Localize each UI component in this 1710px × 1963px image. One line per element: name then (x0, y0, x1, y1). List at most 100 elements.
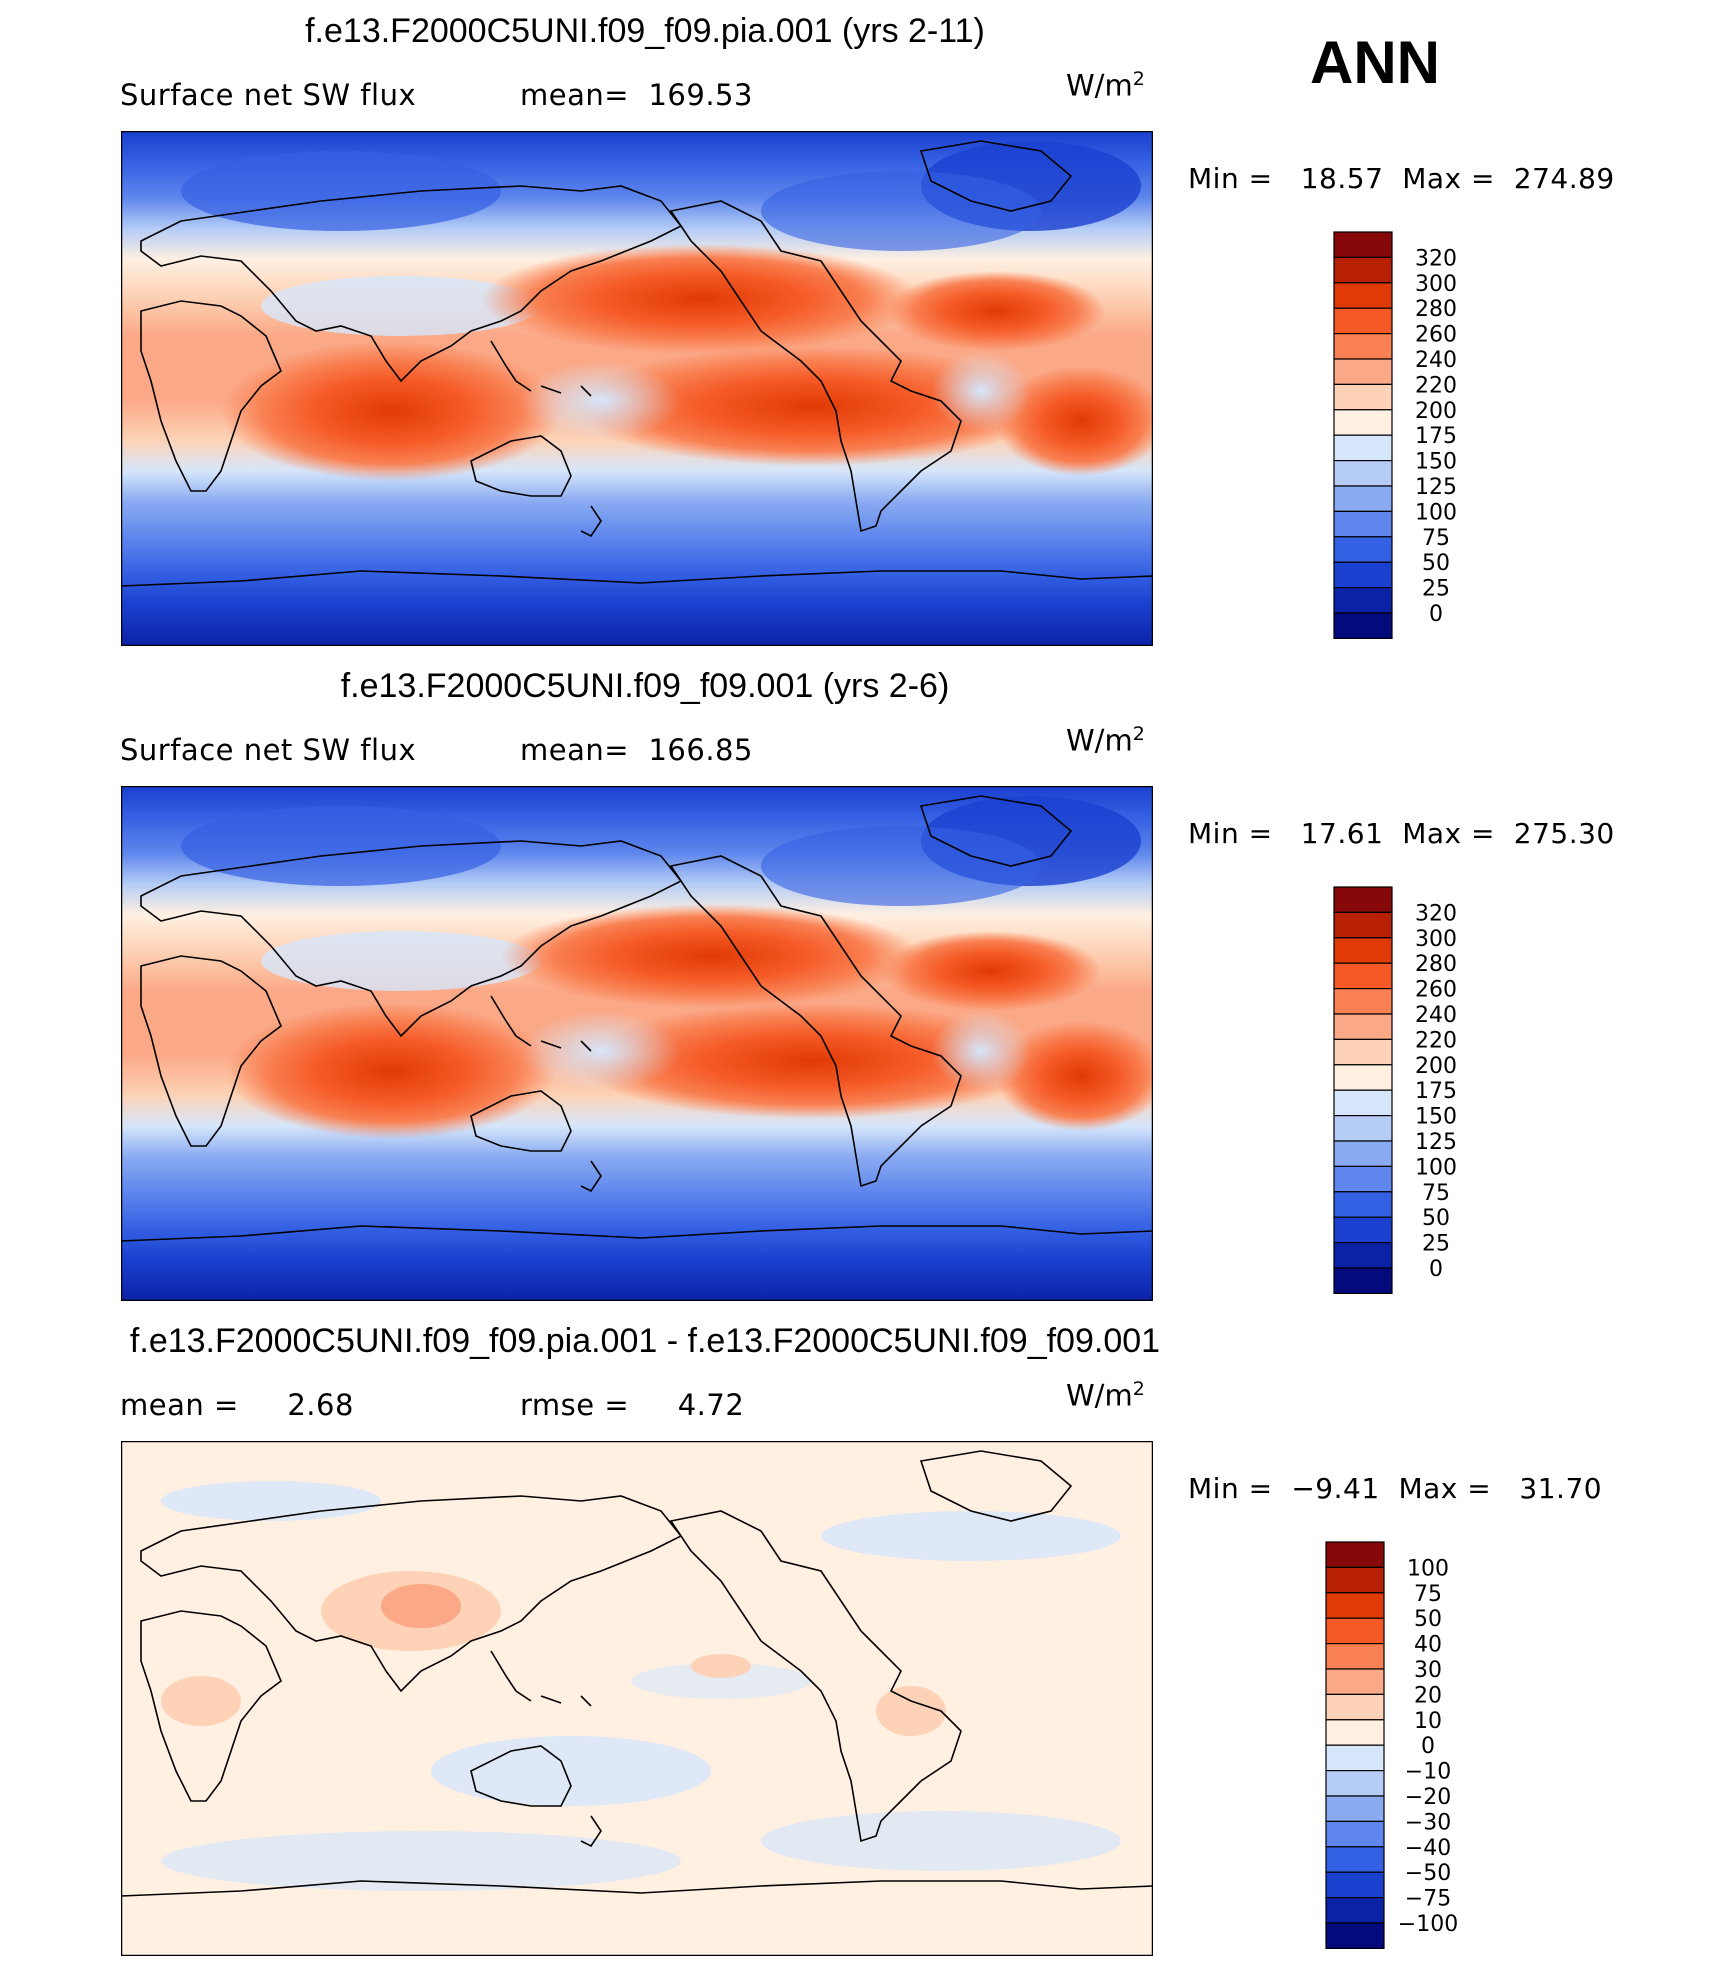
colorbar-cell (1333, 231, 1393, 258)
colorbar-tick-label: 220 (1415, 1028, 1457, 1053)
colorbar-tick-label: 200 (1415, 399, 1457, 424)
colorbar-cell (1333, 962, 1393, 990)
colorbar-tick-label: 240 (1415, 348, 1457, 373)
colorbar-tick-label: −100 (1398, 1912, 1458, 1937)
colorbar-tick-label: 260 (1415, 978, 1457, 1003)
colorbar-cell (1333, 460, 1393, 487)
colorbar-tick-label: 240 (1415, 1003, 1457, 1028)
colorbar-cell (1333, 1191, 1393, 1218)
panel-2-map (121, 786, 1153, 1301)
colorbar-cell (1325, 1922, 1385, 1949)
colorbar-tick-label: 220 (1415, 373, 1457, 398)
colorbar-cell (1325, 1770, 1385, 1797)
panel-1-variable: Surface net SW flux (120, 78, 417, 112)
colorbar-tick-label: −20 (1405, 1785, 1451, 1810)
colorbar-tick-label: 75 (1422, 1181, 1450, 1206)
colorbar-cell (1333, 612, 1393, 639)
colorbar-cell (1325, 1668, 1385, 1695)
colorbar-cell (1333, 1242, 1393, 1269)
colorbar-tick-label: 280 (1415, 952, 1457, 977)
colorbar-tick-label: 50 (1422, 1206, 1450, 1231)
panel-2-title: f.e13.F2000C5UNI.f09_f09.001 (yrs 2-6) (340, 667, 950, 705)
panel-3-max: Max = 31.70 (1398, 1472, 1603, 1505)
panel-3-title: f.e13.F2000C5UNI.f09_f09.pia.001 - f.e13… (129, 1322, 1161, 1360)
panel-3-min: Min = −9.41 (1188, 1472, 1380, 1505)
panel-3-units: W/m2 (1066, 1378, 1145, 1413)
colorbar-cell (1333, 1165, 1393, 1193)
colorbar-tick-label: 0 (1421, 1734, 1435, 1759)
colorbar-cell (1333, 1013, 1393, 1040)
colorbar-tick-label: 75 (1414, 1582, 1442, 1607)
colorbar-cell (1325, 1846, 1385, 1873)
colorbar-tick-label: 40 (1414, 1633, 1442, 1658)
colorbar-cell (1333, 1216, 1393, 1244)
colorbar-tick-label: 100 (1415, 500, 1457, 525)
colorbar-tick-label: 125 (1415, 475, 1457, 500)
colorbar-tick-label: 150 (1415, 1105, 1457, 1130)
panel-1-mean: mean= 169.53 (520, 78, 753, 112)
colorbar-tick-label: −30 (1405, 1810, 1451, 1835)
colorbar-tick-label: 320 (1415, 246, 1457, 271)
colorbar-tick-label: −10 (1405, 1760, 1451, 1785)
colorbar-tick-label: 150 (1415, 450, 1457, 475)
panel-2-units: W/m2 (1066, 723, 1145, 758)
colorbar-cell (1325, 1541, 1385, 1568)
colorbar-cell (1333, 282, 1393, 309)
panel-3-map (121, 1441, 1153, 1956)
colorbar-tick-label: 100 (1415, 1155, 1457, 1180)
colorbar-cell (1333, 358, 1393, 385)
colorbar-tick-label: 175 (1415, 1079, 1457, 1104)
colorbar-tick-label: 320 (1415, 901, 1457, 926)
colorbar-cell (1333, 485, 1393, 512)
colorbar-tick-label: 50 (1422, 551, 1450, 576)
colorbar-tick-label: 75 (1422, 526, 1450, 551)
panel-1-min: Min = 18.57 (1188, 162, 1384, 195)
season-label: ANN (1310, 29, 1440, 96)
colorbar-cell (1333, 536, 1393, 563)
colorbar-tick-label: 280 (1415, 297, 1457, 322)
colorbar-cell (1333, 937, 1393, 964)
colorbar-cell (1333, 886, 1393, 913)
panel-1-max: Max = 274.89 (1402, 162, 1615, 195)
colorbar-cell (1333, 561, 1393, 589)
colorbar-cell (1325, 1820, 1385, 1848)
panel-2-min: Min = 17.61 (1188, 817, 1384, 850)
panel-1-map (121, 131, 1153, 646)
colorbar-cell (1333, 510, 1393, 538)
colorbar-tick-label: 0 (1429, 1257, 1443, 1282)
colorbar-cell (1333, 987, 1393, 1015)
panel-2-max: Max = 275.30 (1402, 817, 1615, 850)
colorbar-cell (1325, 1592, 1385, 1619)
panel-2-variable: Surface net SW flux (120, 733, 417, 767)
colorbar-tick-label: 200 (1415, 1054, 1457, 1079)
colorbar-cell (1325, 1642, 1385, 1670)
colorbar-cell (1333, 307, 1393, 335)
colorbar-tick-label: −50 (1405, 1861, 1451, 1886)
colorbar-cell (1325, 1617, 1385, 1645)
colorbar-cell (1325, 1795, 1385, 1822)
colorbar-cell (1325, 1897, 1385, 1924)
colorbar-cell (1325, 1693, 1385, 1721)
panel-3-mean: mean = 2.68 (120, 1388, 354, 1422)
colorbar-cell (1333, 256, 1393, 284)
panel-2-minmax: Min = 17.61 Max = 275.30 (1188, 817, 1615, 850)
colorbar-cell (1333, 434, 1393, 462)
colorbar-tick-label: 10 (1414, 1709, 1442, 1734)
panel-3-rmse: rmse = 4.72 (520, 1388, 745, 1422)
colorbar-cell (1333, 332, 1393, 360)
colorbar-tick-label: 300 (1415, 927, 1457, 952)
colorbar-tick-label: 20 (1414, 1683, 1442, 1708)
colorbar-cell (1333, 1064, 1393, 1091)
colorbar-cell (1333, 1115, 1393, 1142)
panel-3-minmax: Min = −9.41 Max = 31.70 (1188, 1472, 1602, 1505)
colorbar-cell (1333, 587, 1393, 614)
colorbar-cell (1333, 911, 1393, 939)
colorbar-cell (1325, 1566, 1385, 1594)
colorbar-tick-label: 300 (1415, 272, 1457, 297)
colorbar-cell (1333, 1089, 1393, 1117)
colorbar-cell (1333, 1140, 1393, 1167)
colorbar-tick-label: 100 (1407, 1556, 1449, 1581)
colorbar-cell (1325, 1719, 1385, 1746)
colorbar-tick-label: −75 (1405, 1887, 1451, 1912)
